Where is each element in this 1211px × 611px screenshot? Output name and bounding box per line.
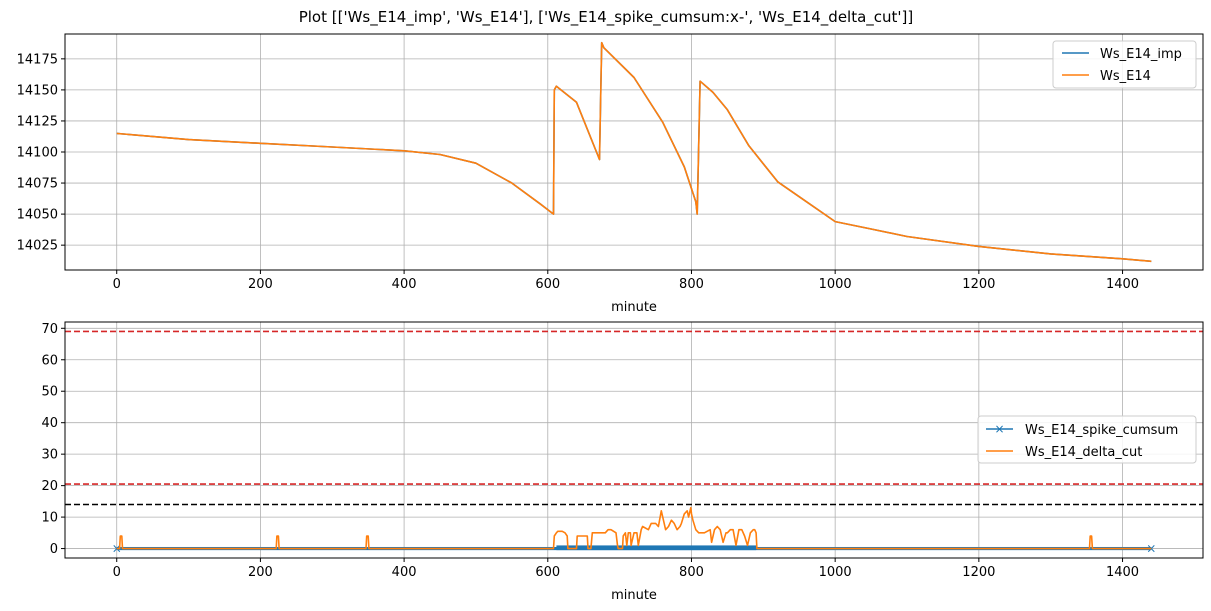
y-tick-label: 14050	[17, 208, 58, 223]
top-x-axis-label: minute	[611, 300, 657, 315]
bottom-legend: × Ws_E14_spike_cumsum Ws_E14_delta_cut	[977, 415, 1197, 464]
y-tick-label: 14175	[17, 52, 58, 67]
series-line-ws-e14	[116, 41, 1152, 263]
y-tick-label: 10	[41, 511, 58, 526]
y-tick-label: 14125	[17, 114, 58, 129]
x-tick-label: 0	[113, 277, 121, 292]
legend-label-delta-cut: Ws_E14_delta_cut	[1025, 445, 1142, 460]
bottom-x-axis-label: minute	[611, 588, 657, 603]
y-tick-label: 14150	[17, 83, 58, 98]
y-tick-label: 14100	[17, 146, 58, 161]
figure-title: Plot [['Ws_E14_imp', 'Ws_E14'], ['Ws_E14…	[299, 8, 914, 27]
bottom-subplot: × × 0 200 400 600 800 1000 1200 1400010203040506…	[41, 321, 1204, 603]
y-tick-label: 14025	[17, 239, 58, 254]
x-tick-label: 400	[392, 565, 417, 580]
x-tick-label: 0	[113, 565, 121, 580]
x-tick-label: 1200	[962, 277, 995, 292]
bottom-axes-frame	[64, 321, 1204, 559]
legend-label-spike-cumsum: Ws_E14_spike_cumsum	[1025, 423, 1178, 438]
x-tick-label: 200	[248, 565, 273, 580]
x-tick-label: 800	[679, 565, 704, 580]
y-tick-label: 50	[41, 385, 58, 400]
y-tick-label: 0	[50, 542, 58, 557]
top-legend: Ws_E14_imp Ws_E14	[1052, 40, 1197, 89]
y-tick-label: 14075	[17, 177, 58, 192]
y-tick-label: 60	[41, 353, 58, 368]
y-tick-label: 70	[41, 322, 58, 337]
spike-cumsum-dense-band	[556, 545, 757, 551]
top-subplot: 0 200 400 600 800 1000 1200 1400 14025 14050 14075…	[17, 33, 1204, 315]
x-tick-label: 600	[535, 565, 560, 580]
legend-label-ws-e14: Ws_E14	[1100, 69, 1151, 84]
x-tick-label: 600	[535, 277, 560, 292]
x-tick-label: 200	[248, 277, 273, 292]
x-tick-label: 1400	[1106, 565, 1139, 580]
y-tick-label: 20	[41, 479, 58, 494]
x-tick-label: 1000	[819, 277, 852, 292]
y-tick-label: 40	[41, 416, 58, 431]
x-tick-label: 400	[392, 277, 417, 292]
series-line-ws-e14-delta-cut	[116, 506, 1152, 550]
x-tick-label: 800	[679, 277, 704, 292]
x-tick-label: 1400	[1106, 277, 1139, 292]
y-tick-label: 30	[41, 448, 58, 463]
legend-marker-x: ×	[994, 422, 1004, 436]
x-tick-label: 1000	[819, 565, 852, 580]
x-tick-label: 1200	[962, 565, 995, 580]
legend-label-ws-e14-imp: Ws_E14_imp	[1100, 47, 1182, 62]
